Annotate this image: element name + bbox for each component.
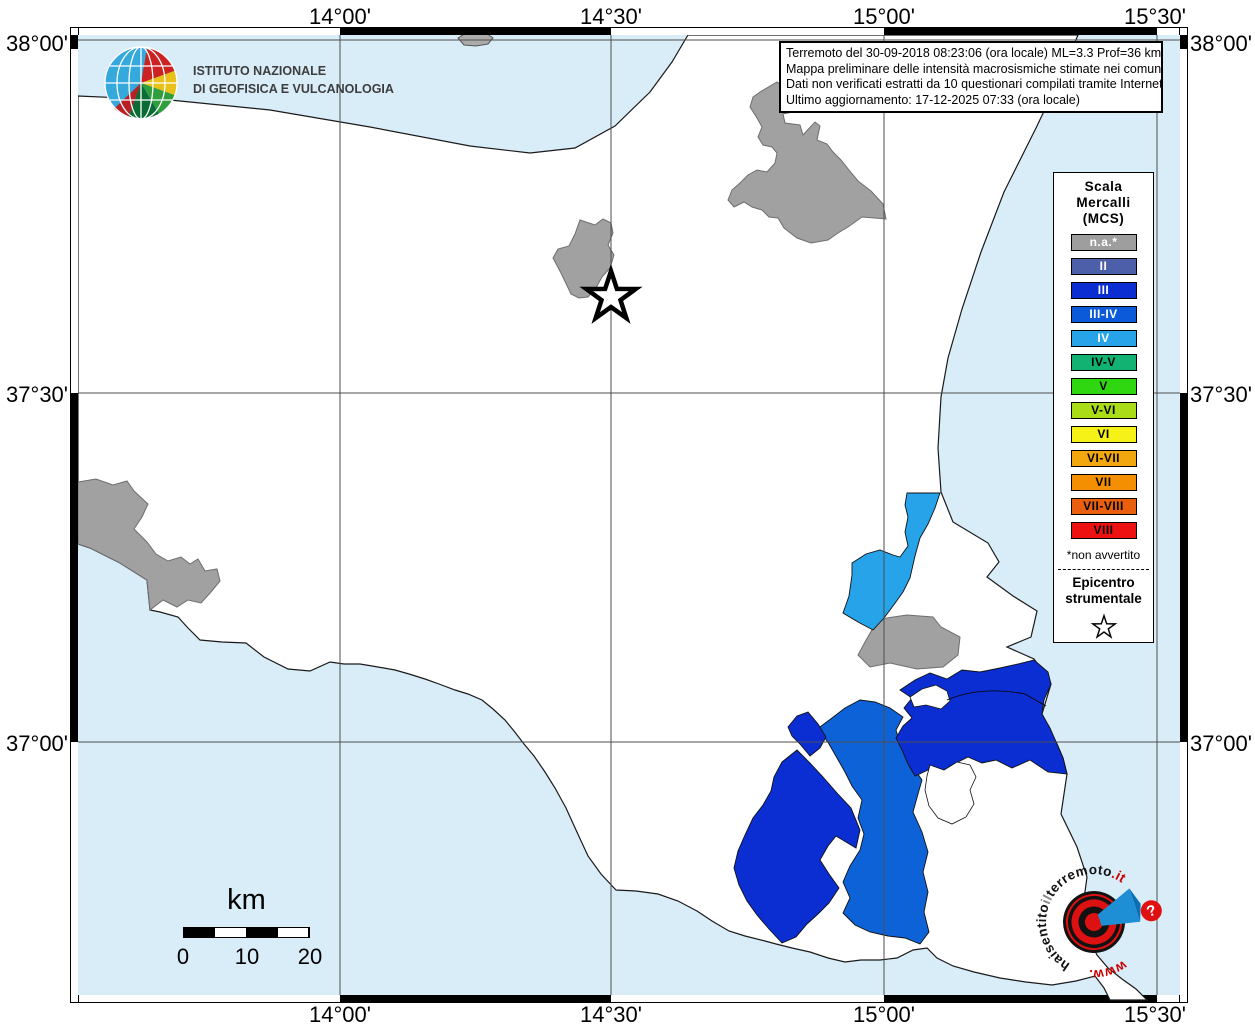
scalebar-seg: [184, 928, 215, 937]
axis-label-right-3800: 38°00': [1190, 31, 1252, 56]
question-badge: [1140, 900, 1162, 922]
axis-label-left-3730: 37°30': [6, 382, 68, 407]
frame-seg: [340, 995, 611, 1002]
legend-item-IVV: IV-V: [1070, 354, 1137, 371]
info-line-map-desc: Mappa preliminare delle intensità macros…: [786, 61, 1163, 76]
frame-seg: [1180, 35, 1187, 49]
legend-item-VIII: VIII: [1070, 522, 1137, 539]
info-line-update: Ultimo aggiornamento: 17-12-2025 07:33 (…: [786, 92, 1080, 107]
frame-seg: [340, 28, 611, 35]
ingv-logo-line1: ISTITUTO NAZIONALE: [193, 64, 327, 78]
frame-seg: [884, 995, 1157, 1002]
region-intensity-III-sw: [733, 749, 861, 944]
legend-title: Scala Mercalli (MCS): [1076, 179, 1131, 226]
frame-seg: [71, 35, 78, 49]
legend-item-III: III: [1070, 282, 1137, 299]
scalebar-unit: km: [227, 884, 266, 916]
axis-label-top-1500: 15°00': [853, 4, 915, 29]
region-intensity-III-ne: [895, 659, 1068, 777]
frame-seg: [71, 393, 78, 742]
axis-label-left-3800: 38°00': [6, 31, 68, 56]
megaphone-icon: [1097, 888, 1141, 926]
scalebar-seg: [246, 928, 277, 937]
islet: [457, 35, 494, 47]
legend-item-VIVII: VI-VII: [1070, 450, 1137, 467]
legend-item-na: n.a.*: [1070, 234, 1137, 251]
legend-epicenter-label: Epicentro strumentale: [1065, 575, 1142, 606]
axis-label-right-3730: 37°30': [1190, 382, 1252, 407]
ingv-logo-globe: [104, 46, 178, 120]
legend-items: n.a.* II III III-IV IV IV-V V V-VI VI VI-VII VII VI…: [1070, 227, 1137, 539]
scalebar-tick-10: 10: [234, 944, 260, 969]
axis-label-bottom-1500: 15°00': [853, 1002, 915, 1024]
scalebar-seg: [276, 928, 309, 937]
info-line-event: Terremoto del 30-09-2018 08:23:06 (ora l…: [786, 46, 1162, 60]
white-enclave-1: [909, 684, 951, 710]
legend-footnote: *non avvertito: [1066, 548, 1141, 562]
earthquake-info-box: Terremoto del 30-09-2018 08:23:06 (ora l…: [779, 41, 1163, 114]
legend-item-IIIIV: III-IV: [1070, 306, 1137, 323]
axis-label-bottom-1400: 14°00': [309, 1002, 371, 1024]
muni-na-large: [727, 81, 887, 244]
scalebar-tick-0: 0: [176, 944, 190, 969]
legend-item-VIIVIII: VII-VIII: [1070, 498, 1137, 515]
legend-divider: [1057, 569, 1150, 570]
legend-item-V: V: [1070, 378, 1137, 395]
legend-item-IV: IV: [1070, 330, 1137, 347]
axis-label-left-3700: 37°00': [6, 731, 68, 756]
muni-boundary-line: [946, 690, 1047, 707]
scalebar-tick-20: 20: [297, 944, 323, 969]
axis-label-bottom-1430: 14°30': [580, 1002, 642, 1024]
legend-item-VII: VII: [1070, 474, 1137, 491]
legend-item-II: II: [1070, 258, 1137, 275]
white-enclave-2: [924, 761, 977, 825]
region-intensity-III-IV: [819, 699, 930, 945]
haisentito-logo: ? haisentitoilterremoto.it www.: [1026, 854, 1162, 987]
scalebar: [183, 927, 310, 938]
muni-intensity-IV: [842, 492, 941, 631]
legend-box: Scala Mercalli (MCS) n.a.* II III III-IV IV I…: [1053, 172, 1154, 643]
axis-label-top-1430: 14°30': [580, 4, 642, 29]
svg-text:www.: www.: [1084, 955, 1131, 987]
legend-item-VI: VI: [1070, 426, 1137, 443]
ingv-logo-line2: DI GEOFISICA E VULCANOLOGIA: [193, 82, 394, 96]
epicenter-star-icon: [579, 263, 643, 324]
scalebar-seg: [214, 928, 247, 937]
frame-seg: [1180, 393, 1187, 742]
info-line-data-desc: Dati non verificati estratti da 10 quest…: [786, 77, 1163, 92]
axis-label-right-3700: 37°00': [1190, 731, 1252, 756]
legend-item-VVI: V-VI: [1070, 402, 1137, 419]
graticule: [78, 35, 1180, 995]
axis-label-top-1400: 14°00': [309, 4, 371, 29]
muni-na-west-coast: [78, 478, 221, 611]
axis-label-top-1530: 15°30': [1124, 4, 1186, 29]
legend-epicenter-star-icon: [1090, 613, 1117, 639]
axis-label-bottom-1530: 15°30': [1124, 1002, 1186, 1024]
frame-seg: [884, 28, 1157, 35]
